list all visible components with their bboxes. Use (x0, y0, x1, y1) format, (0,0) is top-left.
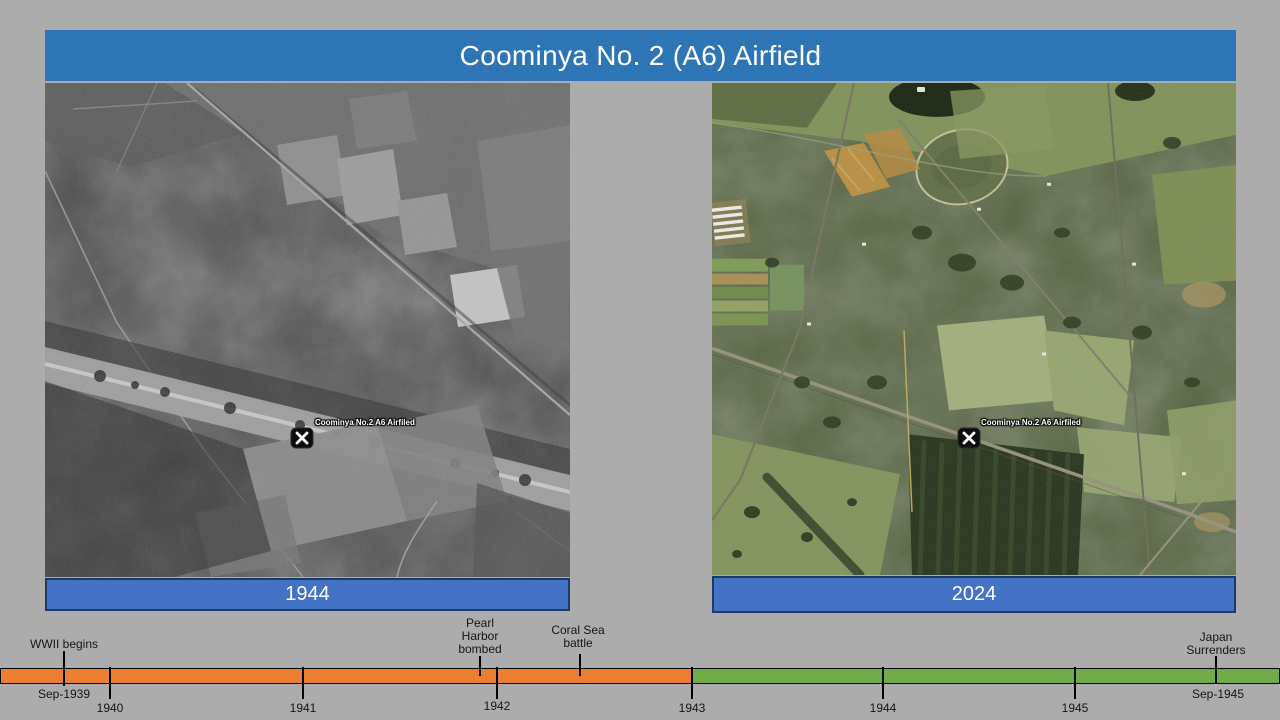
x-marker-icon (957, 427, 981, 449)
map-marker-1944 (290, 427, 314, 449)
timeline-tick-1942 (496, 667, 498, 699)
timeline-tick-1943 (691, 667, 693, 699)
timeline-tick-pearl-harbor (479, 656, 481, 676)
timeline-tick-japan-surrenders (1215, 656, 1217, 683)
timeline-event-japan-surrenders: Japan Surrenders (1186, 630, 1246, 657)
timeline-tick-sep-1939 (63, 651, 65, 686)
timeline-segment-postwar (692, 669, 1280, 683)
timeline-label-1943: 1943 (678, 701, 706, 715)
timeline-label-1941: 1941 (289, 701, 317, 715)
wwii-timeline-bar (0, 668, 1280, 684)
timeline-tick-coral-sea (579, 654, 581, 676)
timeline-tick-1945 (1074, 667, 1076, 699)
timeline-label-1944: 1944 (869, 701, 897, 715)
caption-bar-2024: 2024 (712, 576, 1236, 613)
timeline-event-pearl-harbor: Pearl Harbor bombed (458, 616, 502, 656)
caption-year-1944: 1944 (285, 583, 330, 605)
x-marker-icon (290, 427, 314, 449)
marker-label-2024: Coominya No.2 A6 Airfiled (981, 418, 1081, 427)
aerial-photo-1944: Coominya No.2 A6 Airfiled (45, 83, 570, 577)
timeline-label-sep-1939: Sep-1939 (37, 687, 91, 701)
timeline-event-coral-sea: Coral Sea battle (551, 623, 605, 650)
timeline-label-sep-1945: Sep-1945 (1191, 687, 1245, 701)
slide-title-bar: Coominya No. 2 (A6) Airfield (45, 30, 1236, 81)
timeline-tick-1944 (882, 667, 884, 699)
timeline-tick-1940 (109, 667, 111, 699)
timeline-segment-wartime (0, 669, 692, 683)
timeline-tick-1941 (302, 667, 304, 699)
slide-title: Coominya No. 2 (A6) Airfield (459, 39, 822, 71)
satellite-photo-2024-art (712, 83, 1236, 575)
marker-label-1944: Coominya No.2 A6 Airfiled (315, 418, 415, 427)
timeline-label-1945: 1945 (1061, 701, 1089, 715)
map-marker-2024 (957, 427, 981, 449)
timeline-event-wwii-begins: WWII begins (29, 637, 99, 651)
satellite-photo-2024: Coominya No.2 A6 Airfiled (712, 83, 1236, 575)
timeline-label-1940: 1940 (96, 701, 124, 715)
aerial-photo-1944-art (45, 83, 570, 577)
timeline-label-1942: 1942 (483, 699, 511, 713)
caption-year-2024: 2024 (951, 583, 997, 605)
caption-bar-1944: 1944 (45, 578, 570, 611)
